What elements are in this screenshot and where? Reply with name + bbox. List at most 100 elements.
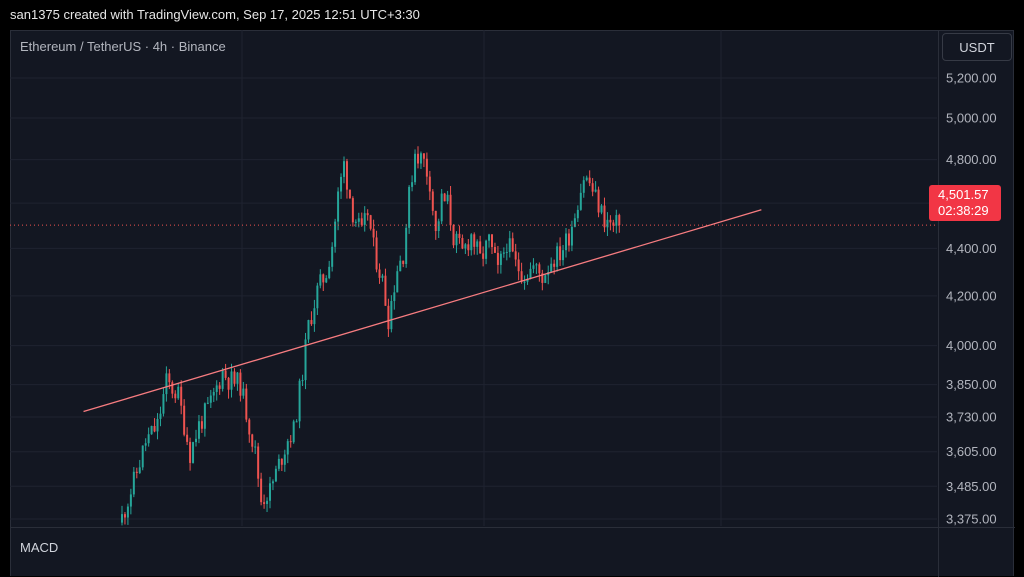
price-tick-label: 5,200.00 [946, 71, 997, 86]
candle-body [159, 413, 162, 419]
candle-body [325, 278, 328, 283]
candle-body [366, 213, 369, 216]
candle-body [541, 273, 544, 283]
macd-indicator-label[interactable]: MACD [20, 540, 59, 555]
candle-body [381, 275, 384, 278]
candle-body [458, 233, 461, 239]
candle-body [562, 250, 565, 261]
candle-body [399, 260, 402, 272]
candle-body [283, 454, 286, 465]
candle-body [573, 218, 576, 227]
candle-body [304, 339, 307, 381]
candle-body [402, 260, 405, 264]
price-tick-label: 4,400.00 [946, 241, 997, 256]
candle-body [618, 215, 621, 226]
candle-body [579, 192, 582, 210]
candle-body [180, 386, 183, 406]
candle-body [183, 405, 186, 435]
price-axis-separator [938, 31, 939, 577]
candle-body [292, 421, 295, 443]
candle-body [156, 418, 159, 432]
candle-body [559, 246, 562, 261]
chart-frame: Ethereum / TetherUS · 4h · Binance USDT … [10, 30, 1015, 577]
candle-body [390, 301, 393, 330]
candle-body [345, 161, 348, 190]
candle-body [372, 228, 375, 238]
candle-body [405, 227, 408, 264]
candle-body [343, 161, 345, 177]
candle-body [218, 385, 221, 389]
candle-body [351, 198, 354, 223]
price-tick-label: 4,800.00 [946, 152, 997, 167]
pane-separator[interactable] [11, 527, 1015, 528]
candle-body [523, 281, 526, 283]
candle-body [328, 266, 331, 279]
candle-body [319, 274, 322, 286]
candle-body [535, 264, 538, 266]
candle-body [224, 370, 227, 378]
candle-body [556, 246, 559, 267]
candle-body [301, 380, 304, 382]
currency-button[interactable]: USDT [942, 33, 1012, 61]
candle-body [215, 385, 218, 392]
candle-body [280, 458, 283, 465]
candle-body [251, 434, 254, 447]
candle-body [588, 177, 591, 184]
candle-body [428, 176, 431, 192]
candle-body [470, 234, 473, 251]
candle-body [200, 421, 203, 429]
price-chart[interactable]: 5,200.005,000.004,800.004,600.004,400.00… [10, 30, 1014, 526]
candle-body [171, 382, 174, 394]
candle-body [357, 218, 360, 222]
candle-body [298, 380, 301, 422]
candle-body [565, 233, 567, 251]
candle-body [550, 263, 553, 272]
candle-body [496, 252, 499, 265]
candle-body [165, 373, 168, 395]
candle-body [431, 191, 434, 211]
price-axis-ticks: 5,200.005,000.004,800.004,600.004,400.00… [946, 71, 997, 527]
candle-body [576, 209, 579, 219]
grid-lines [10, 30, 937, 526]
price-tick-label: 5,000.00 [946, 111, 997, 126]
candle-body [195, 438, 197, 443]
candle-body [615, 215, 618, 226]
candle-body [192, 442, 195, 463]
price-tick-label: 3,485.00 [946, 479, 997, 494]
candle-body [363, 213, 366, 225]
candle-body [488, 234, 491, 241]
candle-body [508, 238, 511, 253]
candle-body [570, 226, 573, 246]
candle-body [348, 189, 351, 199]
candle-body [440, 193, 443, 222]
candle-body [446, 194, 449, 202]
symbol-title[interactable]: Ethereum / TetherUS · 4h · Binance [20, 39, 226, 54]
candle-body [150, 425, 153, 435]
candle-body [493, 247, 496, 253]
candle-body [517, 259, 520, 272]
candle-body [245, 388, 248, 420]
candle-body [384, 275, 387, 306]
candle-body [467, 244, 470, 251]
candle-body [443, 193, 446, 202]
bar-countdown: 02:38:29 [938, 203, 989, 218]
candle-body [177, 386, 180, 399]
candle-body [289, 441, 292, 443]
candle-body [242, 388, 245, 396]
candle-body [491, 234, 493, 248]
candle-body [582, 180, 585, 193]
candle-body [334, 221, 337, 247]
candle-body [316, 285, 319, 309]
candle-body [153, 425, 156, 432]
candle-body [254, 446, 257, 448]
candle-body [286, 441, 289, 455]
candle-body [277, 458, 280, 469]
candle-body [260, 478, 263, 503]
candle-body [354, 221, 357, 223]
candle-body [464, 244, 467, 249]
candle-body [141, 445, 144, 468]
candle-body [597, 189, 600, 213]
price-tick-label: 3,605.00 [946, 444, 997, 459]
candle-body [414, 153, 417, 183]
candle-body [476, 241, 479, 247]
